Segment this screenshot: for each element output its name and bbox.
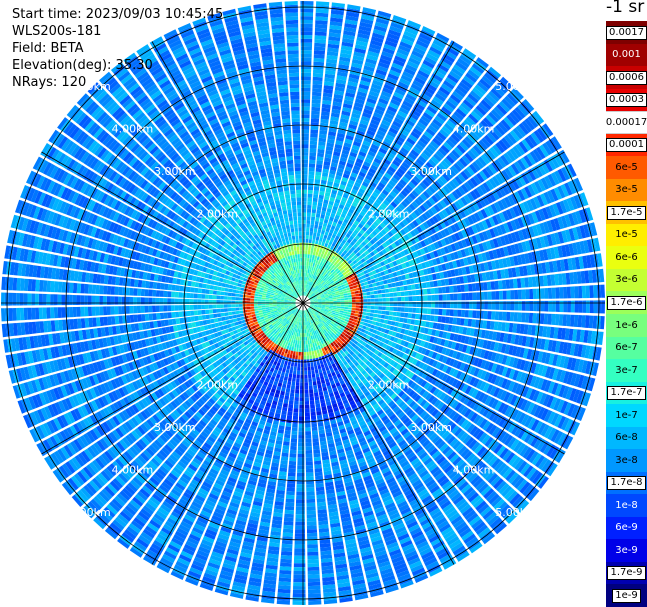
colorbar-tick-label: 1e-8 bbox=[615, 499, 638, 511]
device-name-text: WLS200s-181 bbox=[12, 24, 102, 39]
colorbar-level: 3e-8 bbox=[606, 449, 647, 473]
range-ring-label: 3.00km bbox=[154, 421, 196, 434]
colorbar-tick-label: 3e-9 bbox=[615, 544, 638, 556]
field-text: Field: BETA bbox=[12, 41, 84, 56]
colorbar-level: 6e-6 bbox=[606, 246, 647, 270]
range-ring-label: 3.00km bbox=[410, 421, 452, 434]
colorbar-level: 1e-6 bbox=[606, 314, 647, 338]
range-ring-label: 4.00km bbox=[112, 122, 154, 135]
colorbar-level: 0.00017 bbox=[605, 111, 647, 135]
colorbar-tick-label: 0.0003 bbox=[606, 93, 647, 108]
colorbar-tick-label: 6e-5 bbox=[615, 161, 638, 173]
range-ring-label: 4.00km bbox=[453, 122, 495, 135]
colorbar-level: 3e-6 bbox=[606, 268, 647, 292]
colorbar-level: 1e-5 bbox=[606, 223, 647, 247]
colorbar-level: 0.0006 bbox=[606, 66, 647, 90]
range-ring-label: 2.00km bbox=[197, 207, 239, 220]
colorbar-tick-label: 0.001 bbox=[612, 49, 641, 61]
colorbar-tick-label: 1e-9 bbox=[612, 588, 641, 603]
azimuth-spoke bbox=[302, 151, 565, 304]
colorbar-tick-label: 1.7e-8 bbox=[607, 476, 646, 491]
colorbar-level: 1.7e-8 bbox=[606, 471, 647, 495]
colorbar-unit-label: -1 sr bbox=[606, 0, 645, 17]
range-ring-label: 5.00km bbox=[69, 80, 111, 93]
start-time-text: Start time: 2023/09/03 10:45:45 bbox=[12, 7, 224, 22]
azimuth-spoke bbox=[302, 302, 455, 565]
colorbar-tick-label: 1e-7 bbox=[615, 409, 638, 421]
polar-plot: 2.00km 2.00km 2.00km 2.00km 3.00km 3.00km 3.00… bbox=[1, 1, 605, 605]
colorbar-tick-label: 3e-8 bbox=[615, 454, 638, 466]
colorbar-tick-label: 0.0001 bbox=[606, 138, 647, 153]
backscatter-field bbox=[1, 1, 605, 605]
range-ring-label: 2.00km bbox=[197, 379, 239, 392]
colorbar-tick-label: 3e-6 bbox=[615, 274, 638, 286]
colorbar-level: 1.7e-6 bbox=[606, 291, 647, 315]
colorbar-tick-label: 1.7e-6 bbox=[607, 295, 646, 310]
colorbar-level: 6e-8 bbox=[606, 426, 647, 450]
colorbar-level: 0.0001 bbox=[606, 133, 647, 157]
colorbar-level: 0.001 bbox=[606, 43, 647, 67]
colorbar-level: 6e-9 bbox=[606, 516, 647, 540]
colorbar-tick-label: 0.00017 bbox=[605, 116, 647, 128]
range-ring-label: 2.00km bbox=[368, 379, 410, 392]
colorbar-level: 6e-7 bbox=[606, 336, 647, 360]
colorbar-level: 0.0003 bbox=[606, 88, 647, 112]
azimuth-spoke bbox=[302, 41, 455, 304]
colorbar-level: 1e-8 bbox=[606, 494, 647, 518]
range-ring-label: 5.00km bbox=[69, 506, 111, 519]
range-ring-label: 6.00km bbox=[530, 92, 572, 105]
range-ring-label: 3.00km bbox=[154, 165, 196, 178]
elevation-text: Elevation(deg): 35.30 bbox=[12, 58, 153, 73]
colorbar-tick-label: 1.7e-9 bbox=[607, 566, 646, 581]
colorbar-tick-label: 6e-8 bbox=[615, 432, 638, 444]
colorbar-tick-label: 0.0017 bbox=[606, 25, 647, 40]
colorbar-level: 0.0017 bbox=[606, 21, 647, 45]
azimuth-spoke bbox=[151, 302, 304, 565]
range-ring-label: 5.00km bbox=[495, 506, 537, 519]
azimuth-spoke bbox=[302, 302, 565, 455]
colorbar-level: 3e-9 bbox=[606, 539, 647, 563]
azimuth-spoke bbox=[41, 151, 304, 304]
colorbar-tick-label: 1.7e-5 bbox=[607, 205, 646, 220]
colorbar-level: 1.7e-9 bbox=[606, 561, 647, 585]
azimuth-spoke bbox=[151, 41, 304, 304]
colorbar-level: 3e-7 bbox=[606, 359, 647, 383]
colorbar-level: 1.7e-7 bbox=[606, 381, 647, 405]
colorbar-tick-label: 6e-9 bbox=[615, 522, 638, 534]
colorbar: 0.0017 0.001 0.0006 0.0003 0.00017 0.0001 6e-5… bbox=[606, 21, 647, 607]
colorbar-level: 1.7e-5 bbox=[606, 201, 647, 225]
range-ring-label: 2.00km bbox=[368, 207, 410, 220]
scan-info-panel: Start time: 2023/09/03 10:45:45 WLS200s-… bbox=[12, 6, 223, 91]
range-ring-label: 4.00km bbox=[112, 464, 154, 477]
colorbar-tick-label: 1e-6 bbox=[615, 319, 638, 331]
colorbar-level: 1e-7 bbox=[606, 404, 647, 428]
colorbar-tick-label: 1.7e-7 bbox=[607, 386, 646, 401]
colorbar-tick-label: 0.0006 bbox=[606, 70, 647, 85]
range-ring-label: 4.00km bbox=[453, 464, 495, 477]
nrays-text: NRays: 120 bbox=[12, 75, 87, 90]
colorbar-level: 3e-5 bbox=[606, 178, 647, 202]
range-grid: 2.00km 2.00km 2.00km 2.00km 3.00km 3.00km 3.00… bbox=[1, 1, 605, 605]
range-ring-label: 5.00km bbox=[495, 80, 537, 93]
colorbar-level: 1e-9 bbox=[606, 584, 647, 607]
colorbar-tick-label: 3e-7 bbox=[615, 364, 638, 376]
colorbar-tick-label: 6e-6 bbox=[615, 251, 638, 263]
colorbar-tick-label: 6e-7 bbox=[615, 342, 638, 354]
azimuth-spoke bbox=[41, 302, 304, 455]
colorbar-level: 6e-5 bbox=[606, 156, 647, 180]
range-ring-label: 3.00km bbox=[410, 165, 452, 178]
colorbar-tick-label: 3e-5 bbox=[615, 184, 638, 196]
colorbar-tick-label: 1e-5 bbox=[615, 229, 638, 241]
